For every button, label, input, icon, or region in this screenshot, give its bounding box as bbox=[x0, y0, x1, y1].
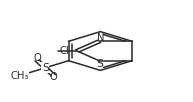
Text: S: S bbox=[42, 63, 49, 73]
Text: S: S bbox=[97, 59, 103, 69]
Text: O: O bbox=[50, 72, 57, 82]
Text: N: N bbox=[97, 33, 105, 43]
Text: O: O bbox=[33, 53, 41, 63]
Text: Cl: Cl bbox=[60, 46, 69, 56]
Text: CH₃: CH₃ bbox=[10, 71, 29, 81]
